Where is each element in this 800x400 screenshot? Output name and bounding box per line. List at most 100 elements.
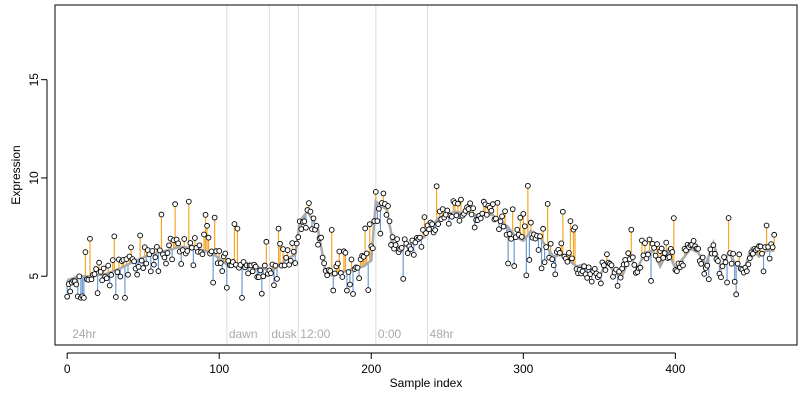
data-point — [146, 251, 153, 258]
data-point — [260, 273, 267, 280]
data-point — [245, 270, 251, 277]
data-point — [138, 257, 145, 264]
data-point — [100, 265, 107, 272]
data-point — [315, 241, 321, 248]
data-point — [734, 260, 741, 267]
data-point — [680, 262, 686, 269]
data-point — [154, 243, 160, 250]
data-point — [389, 234, 396, 240]
x-axis: 0 100 200 300 400 — [64, 352, 686, 376]
data-point — [377, 230, 384, 237]
data-point — [268, 270, 274, 277]
phase-label: 48hr — [430, 327, 454, 341]
data-point — [185, 198, 192, 205]
data-point — [506, 231, 513, 237]
x-axis-title: Sample index — [390, 376, 463, 390]
data-point — [290, 248, 297, 255]
data-point — [614, 283, 621, 289]
data-point — [217, 260, 224, 266]
data-point — [222, 250, 229, 257]
data-point — [479, 210, 486, 217]
data-point — [645, 251, 651, 258]
data-point — [219, 268, 226, 274]
data-point — [293, 240, 300, 247]
data-point — [362, 225, 369, 232]
data-point — [239, 294, 245, 301]
data-point — [137, 232, 143, 239]
data-point — [526, 257, 533, 263]
data-point — [383, 212, 390, 218]
data-point — [719, 263, 726, 270]
data-point — [112, 294, 119, 300]
data-point — [628, 226, 635, 233]
data-point — [444, 207, 451, 214]
data-point — [690, 238, 697, 244]
data-point — [313, 222, 320, 229]
data-point — [490, 201, 496, 208]
data-point — [572, 224, 578, 231]
data-point — [208, 248, 215, 255]
data-point — [298, 226, 305, 232]
data-point — [655, 256, 662, 263]
data-point — [277, 240, 283, 247]
data-point — [445, 220, 452, 227]
data-point — [736, 251, 743, 258]
data-point — [404, 250, 411, 256]
data-point — [155, 268, 162, 275]
data-point — [158, 211, 165, 218]
data-point — [435, 221, 442, 227]
data-point — [705, 276, 712, 283]
data-point — [178, 261, 185, 267]
data-point — [511, 263, 518, 269]
data-point — [670, 215, 677, 221]
data-point — [211, 214, 218, 221]
data-point — [766, 255, 773, 262]
data-point — [372, 189, 379, 195]
data-point — [94, 290, 101, 296]
data-point — [623, 261, 630, 267]
data-point — [661, 250, 668, 256]
data-point — [99, 277, 105, 284]
data-point — [392, 242, 399, 248]
phase-label: 0:00 — [378, 327, 402, 341]
data-point — [608, 262, 615, 269]
data-point — [394, 236, 400, 242]
data-point — [631, 262, 638, 268]
data-point — [598, 280, 604, 287]
data-point — [147, 268, 154, 275]
data-point — [272, 262, 279, 269]
data-point — [581, 263, 587, 270]
data-point — [369, 245, 376, 252]
data-point — [733, 291, 740, 298]
data-point — [261, 262, 268, 269]
data-point — [385, 203, 391, 209]
data-point — [289, 240, 296, 246]
data-point — [642, 240, 648, 246]
data-point — [366, 221, 373, 228]
data-point — [210, 279, 216, 286]
data-point — [423, 230, 429, 236]
data-point — [569, 255, 575, 262]
data-point — [660, 254, 667, 261]
data-point — [654, 241, 660, 247]
data-point — [448, 213, 455, 220]
data-point — [699, 254, 706, 261]
data-point — [88, 276, 95, 283]
data-point — [584, 275, 591, 281]
data-point — [135, 263, 142, 270]
data-point — [591, 265, 598, 272]
data-point — [184, 248, 191, 254]
data-point — [64, 293, 71, 300]
data-point — [281, 262, 288, 269]
data-point — [106, 282, 113, 289]
data-point — [199, 251, 206, 258]
data-point — [348, 256, 355, 263]
data-point — [651, 244, 657, 251]
data-point — [398, 244, 405, 251]
data-point — [365, 287, 372, 293]
data-point — [347, 281, 353, 288]
data-point — [114, 269, 121, 275]
data-point — [73, 281, 80, 288]
data-point — [523, 272, 530, 279]
